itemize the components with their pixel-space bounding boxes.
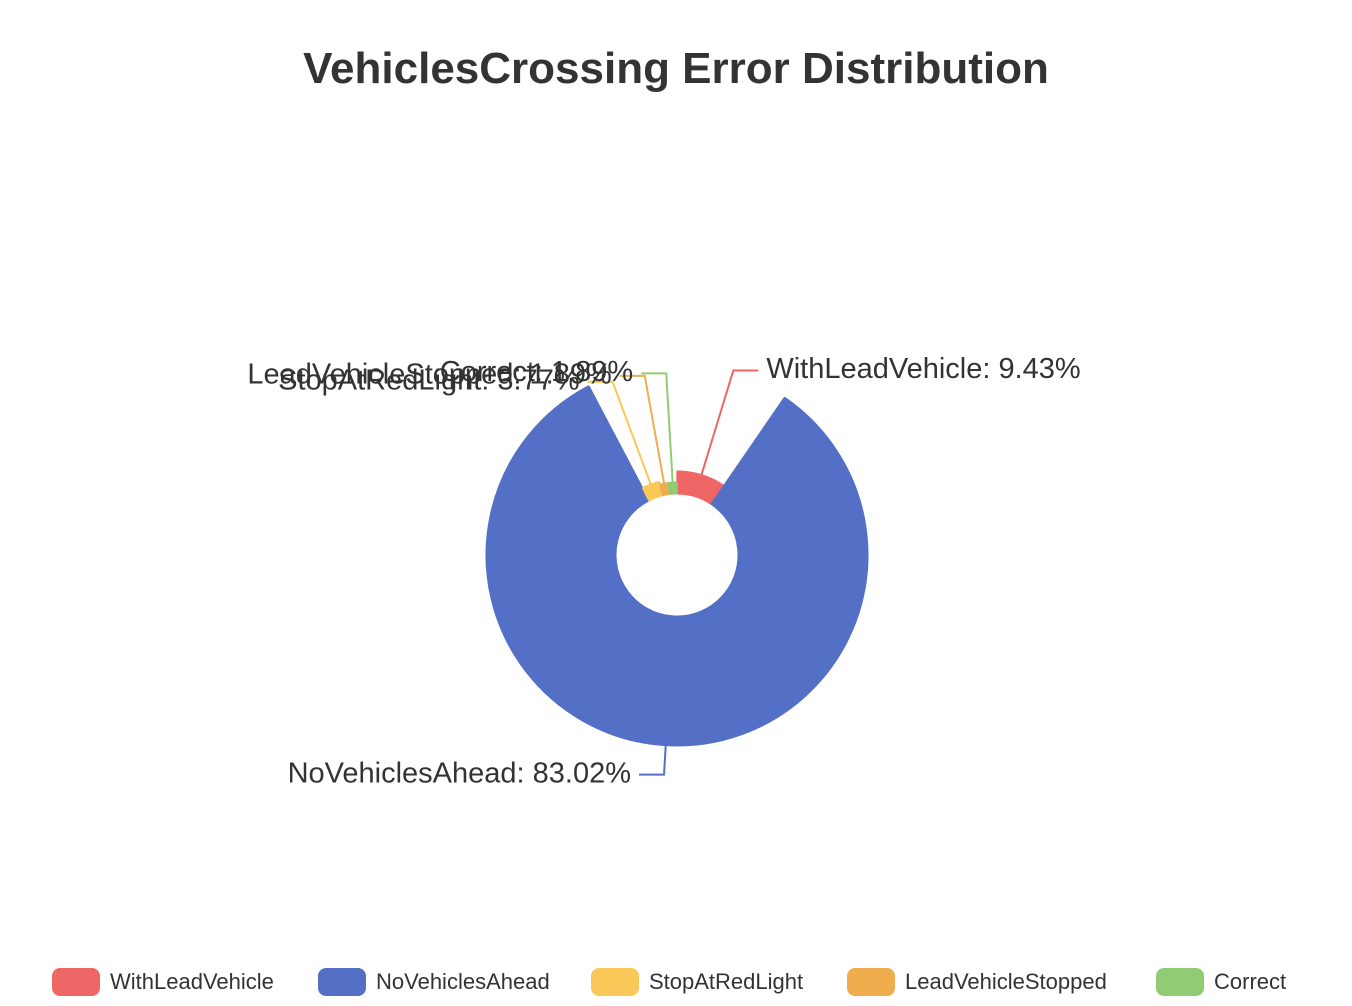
slice-label-lead-vehicle-stopped: LeadVehicleStopped: 1.89% [247, 359, 611, 391]
leader-line-stop-at-red-light [587, 380, 652, 486]
legend-label: StopAtRedLight [649, 969, 804, 994]
legend-item-correct[interactable]: Correct [1156, 962, 1286, 1002]
legend: WithLeadVehicle NoVehiclesAhead StopAtRedL… [0, 962, 1352, 1002]
slice-with-lead-vehicle[interactable] [676, 470, 725, 505]
legend-item-no-vehicles-ahead[interactable]: NoVehiclesAhead [318, 962, 550, 1002]
slice-no-vehicles-ahead[interactable] [485, 385, 869, 747]
slices-layer [485, 385, 869, 747]
leader-lines-layer [587, 369, 759, 776]
slice-label-stop-at-red-light: StopAtRedLight: 3.77% [278, 365, 579, 397]
legend-swatch [52, 968, 100, 996]
slice-lead-vehicle-stopped[interactable] [659, 482, 671, 497]
slice-correct[interactable] [667, 481, 678, 495]
slice-label-no-vehicles-ahead: NoVehiclesAhead: 83.02% [288, 757, 631, 789]
legend-swatch [847, 968, 895, 996]
legend-swatch [318, 968, 366, 996]
legend-item-with-lead-vehicle[interactable]: WithLeadVehicle [52, 962, 274, 1002]
legend-swatch [591, 968, 639, 996]
leader-line-with-lead-vehicle [700, 369, 759, 476]
legend-label: LeadVehicleStopped [905, 969, 1107, 994]
chart-title: VehiclesCrossing Error Distribution [303, 44, 1049, 93]
slice-label-with-lead-vehicle: WithLeadVehicle: 9.43% [766, 353, 1080, 385]
legend-label: NoVehiclesAhead [376, 969, 550, 994]
leader-line-lead-vehicle-stopped [619, 374, 666, 485]
slice-label-correct: Correct: 1.89% [440, 356, 633, 388]
leader-line-correct [641, 372, 674, 484]
legend-label: WithLeadVehicle [110, 969, 274, 994]
slice-labels-layer: WithLeadVehicle: 9.43% NoVehiclesAhead: 8… [247, 353, 1080, 789]
legend-swatch [1156, 968, 1204, 996]
legend-item-stop-at-red-light[interactable]: StopAtRedLight [591, 962, 803, 1002]
legend-label: Correct [1214, 969, 1287, 994]
legend-item-lead-vehicle-stopped[interactable]: LeadVehicleStopped [847, 962, 1107, 1002]
leader-line-no-vehicles-ahead [639, 744, 667, 776]
